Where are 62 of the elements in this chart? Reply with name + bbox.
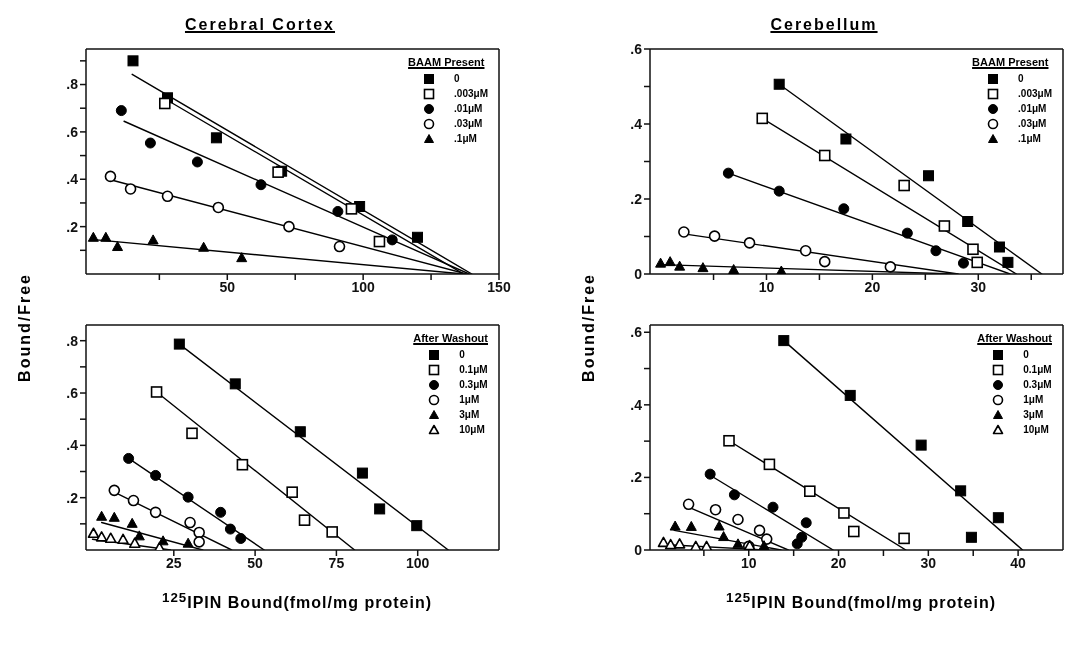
y-tick-label: .4 [630,115,643,132]
legend-title: After Washout [977,332,1052,344]
y-tick-label: .6 [630,40,643,57]
legend-title: BAAM Present [972,56,1050,68]
y-tick-label: .4 [66,437,79,454]
x-tick-label: 10 [758,278,775,295]
legend-label: .03μM [1018,118,1047,129]
y-tick-label: .2 [630,190,643,207]
y-tick-label: .2 [66,489,79,506]
y-axis-title: Bound/Free [580,272,598,382]
legend-label: .003μM [454,88,488,99]
legend-label: .003μM [1018,88,1052,99]
legend-label: 3μM [459,409,480,420]
y-tick-label: .4 [630,396,643,413]
legend-label: 1μM [1023,394,1044,405]
x-tick-label: 25 [166,554,182,571]
y-axis-title: Bound/Free [16,272,34,382]
x-tick-label: 40 [1010,554,1027,571]
x-tick-label: 50 [247,554,264,571]
legend-label: .1μM [1018,133,1041,144]
legend-label: 0 [1023,349,1029,360]
y-tick-label: 0 [634,265,643,282]
y-tick-label: .2 [630,469,643,486]
x-axis-title: $^{125}$IPIN Bound(fmol/mg protein) [161,590,433,613]
y-tick-label: .8 [66,332,79,349]
legend-title: After Washout [413,332,488,344]
x-tick-label: 30 [970,278,987,295]
legend-label: .03μM [454,118,483,129]
x-tick-label: 20 [864,278,881,295]
y-tick-label: 0 [634,541,643,558]
legend-label: 0 [1018,73,1024,84]
chart-title: Cerebral Cortex [184,16,336,34]
y-tick-label: .6 [66,384,79,401]
x-tick-label: 150 [487,278,511,295]
legend-label: .1μM [454,133,477,144]
legend-label: 0.1μM [459,364,488,375]
y-tick-label: .6 [66,123,79,140]
legend-label: 0 [454,73,460,84]
chart-title: Cerebellum [770,16,878,34]
x-tick-label: 50 [219,278,236,295]
x-tick-label: 10 [740,554,757,571]
x-tick-label: 100 [406,554,430,571]
y-tick-label: .4 [66,171,79,188]
legend-label: 0.3μM [459,379,488,390]
y-tick-label: .8 [66,76,79,93]
legend-title: BAAM Present [408,56,486,68]
x-tick-label: 100 [351,278,376,295]
y-tick-label: .6 [630,324,643,341]
legend-label: 0.3μM [1023,379,1052,390]
legend-label: 10μM [1023,424,1049,435]
legend-label: 10μM [459,424,485,435]
legend-label: .01μM [1018,103,1047,114]
legend-label: 1μM [459,394,480,405]
legend-label: 0 [459,349,465,360]
x-tick-label: 30 [920,554,937,571]
legend-label: .01μM [454,103,483,114]
y-tick-label: .2 [66,218,79,235]
x-tick-label: 75 [328,554,345,571]
x-axis-title: $^{125}$IPIN Bound(fmol/mg protein) [725,590,997,613]
legend-label: 3μM [1023,409,1044,420]
x-tick-label: 20 [830,554,847,571]
legend-label: 0.1μM [1023,364,1052,375]
